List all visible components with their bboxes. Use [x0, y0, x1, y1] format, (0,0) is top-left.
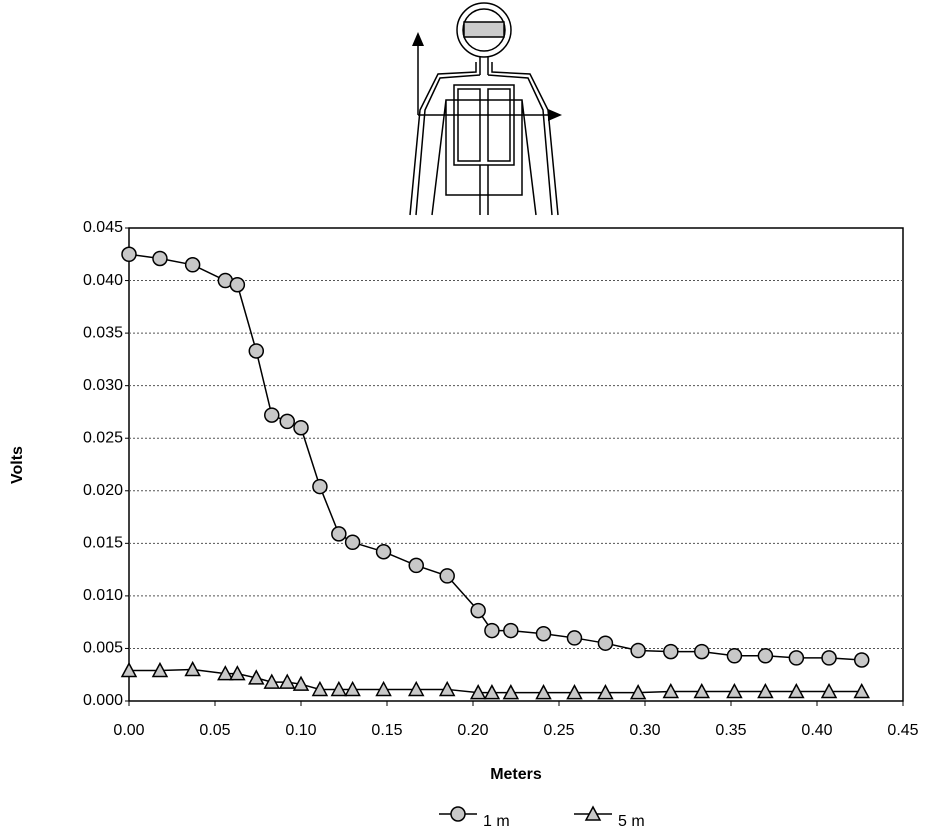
- marker: [184, 660, 201, 677]
- marker: [344, 680, 361, 697]
- marker: [408, 557, 424, 574]
- marker: [469, 684, 487, 700]
- x-tick-label: 0.30: [629, 722, 660, 739]
- legend-label: 5 m: [618, 813, 645, 830]
- y-tick-label: 0.000: [83, 692, 123, 709]
- marker: [484, 622, 500, 639]
- marker: [311, 680, 329, 697]
- marker: [312, 478, 328, 495]
- y-tick-label: 0.040: [83, 272, 123, 289]
- marker: [279, 413, 295, 430]
- marker: [151, 661, 169, 678]
- x-tick-label: 0.25: [543, 722, 574, 739]
- marker: [438, 680, 456, 697]
- marker: [853, 652, 870, 668]
- marker: [694, 643, 710, 660]
- marker: [757, 682, 774, 699]
- y-axis-title: Volts: [9, 446, 26, 484]
- marker: [375, 543, 392, 560]
- y-tick-label: 0.015: [83, 535, 123, 552]
- y-tick-label: 0.035: [83, 324, 123, 341]
- marker: [278, 673, 296, 689]
- marker: [566, 630, 583, 646]
- marker: [439, 568, 455, 584]
- marker: [152, 250, 168, 267]
- marker: [788, 650, 805, 666]
- marker: [662, 682, 680, 699]
- x-tick-label: 0.15: [371, 722, 402, 739]
- body-figure: [409, 2, 562, 216]
- marker: [483, 684, 501, 700]
- marker: [344, 534, 361, 551]
- marker: [217, 665, 234, 681]
- y-tick-label: 0.005: [83, 640, 123, 657]
- x-tick-label: 0.10: [285, 722, 316, 739]
- marker: [726, 648, 743, 664]
- marker: [853, 682, 870, 699]
- marker: [331, 526, 347, 542]
- marker: [470, 602, 486, 619]
- x-tick-label: 0.00: [113, 722, 144, 739]
- marker: [248, 343, 265, 359]
- x-tick-label: 0.35: [715, 722, 746, 739]
- marker: [184, 257, 201, 273]
- y-tick-label: 0.010: [83, 587, 123, 604]
- marker: [229, 277, 246, 293]
- x-tick-label: 0.20: [457, 722, 488, 739]
- marker: [693, 682, 711, 699]
- marker: [121, 246, 137, 263]
- marker: [757, 648, 774, 664]
- marker: [248, 669, 265, 685]
- marker: [292, 675, 310, 691]
- y-tick-label: 0.030: [83, 377, 123, 394]
- marker: [821, 650, 837, 666]
- marker: [726, 682, 743, 699]
- marker: [663, 643, 679, 660]
- legend-marker: [584, 805, 602, 821]
- legend-marker: [450, 806, 466, 822]
- marker: [535, 684, 552, 700]
- marker: [535, 625, 552, 642]
- marker: [502, 684, 520, 700]
- y-tick-label: 0.020: [83, 482, 123, 499]
- x-axis-title: Meters: [490, 766, 542, 783]
- marker: [597, 684, 614, 700]
- y-tick-label: 0.045: [83, 219, 123, 236]
- marker: [120, 661, 138, 678]
- marker: [503, 622, 519, 639]
- marker: [597, 635, 614, 651]
- marker: [629, 684, 647, 700]
- marker: [788, 682, 805, 699]
- marker: [293, 419, 309, 436]
- marker: [566, 684, 583, 700]
- marker: [264, 407, 280, 423]
- x-tick-label: 0.45: [887, 722, 918, 739]
- marker: [263, 673, 281, 689]
- marker: [330, 680, 348, 697]
- marker: [229, 665, 246, 681]
- marker: [630, 642, 646, 659]
- x-tick-label: 0.40: [801, 722, 832, 739]
- x-tick-label: 0.05: [199, 722, 230, 739]
- series-line: [128, 253, 862, 661]
- plot-frame: [128, 227, 904, 702]
- marker: [407, 680, 425, 697]
- y-tick-label: 0.025: [83, 429, 123, 446]
- legend-label: 1 m: [483, 813, 510, 830]
- marker: [820, 682, 838, 699]
- marker: [375, 680, 392, 697]
